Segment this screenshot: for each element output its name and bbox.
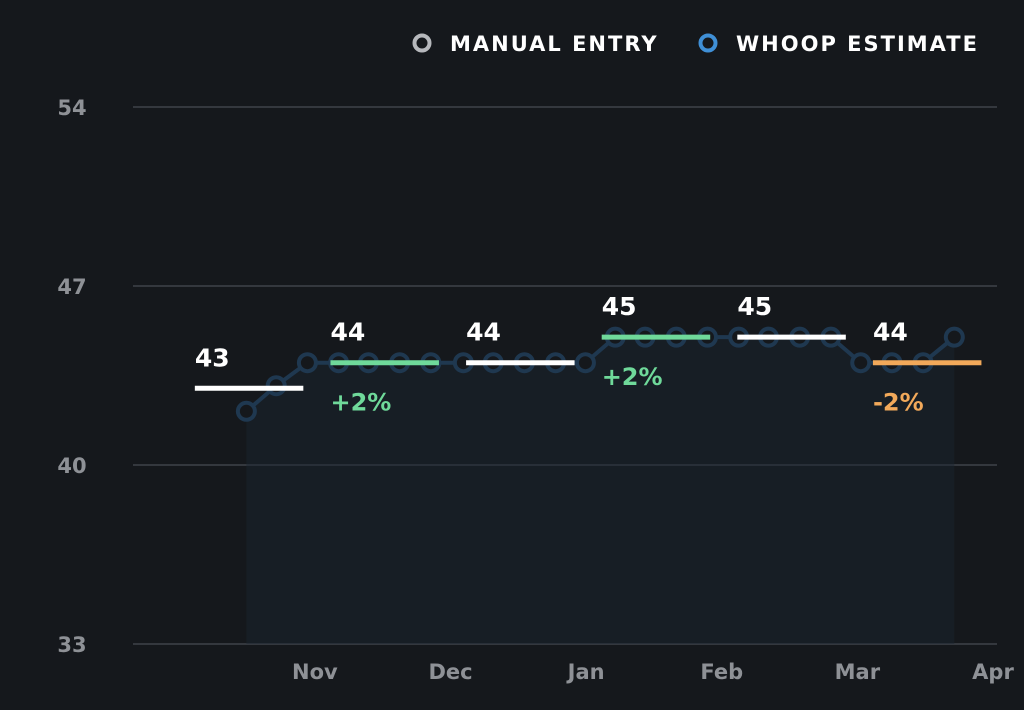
x-tick-label: Dec [428,660,472,684]
estimate-point[interactable] [943,326,965,348]
monthly-average-label: 44 [873,318,908,347]
estimate-point[interactable] [265,375,287,397]
x-axis: Nov Dec Jan Feb Mar Apr [292,660,1014,684]
estimate-point[interactable] [574,352,596,374]
estimate-points [235,326,965,422]
monthly-change-label: +2% [330,389,391,417]
estimate-point[interactable] [850,352,872,374]
manual-entry-legend-label: MANUAL ENTRY [450,32,659,56]
whoop-estimate-legend-marker [698,33,718,53]
y-tick-label: 33 [57,633,86,657]
y-tick-label: 40 [57,454,86,478]
monthly-average-label: 45 [602,292,637,321]
estimate-area-fill [246,337,955,644]
x-tick-label: Mar [835,660,881,684]
legend: MANUAL ENTRY WHOOP ESTIMATE [412,32,979,56]
monthly-average-label: 44 [330,318,365,347]
monthly-average-label: 44 [466,318,501,347]
whoop-estimate-legend-label: WHOOP ESTIMATE [736,32,979,56]
monthly-change-label: +2% [602,363,663,391]
y-tick-label: 47 [57,275,86,299]
x-tick-label: Feb [700,660,743,684]
estimate-area [246,337,955,644]
monthly-average-label: 43 [195,343,230,372]
estimate-point[interactable] [235,400,257,422]
x-tick-label: Nov [292,660,338,684]
monthly-averages: 43 44 +2% 44 45 +2% 45 44 -2% [194,292,982,417]
x-tick-label: Jan [566,660,605,684]
x-tick-label: Apr [972,660,1014,684]
monthly-change-label: -2% [873,389,924,417]
monthly-average-label: 45 [737,292,772,321]
manual-entry-legend-marker [412,33,432,53]
grid: 54 47 40 33 [57,96,997,657]
estimate-point[interactable] [296,352,318,374]
y-tick-label: 54 [57,96,86,120]
